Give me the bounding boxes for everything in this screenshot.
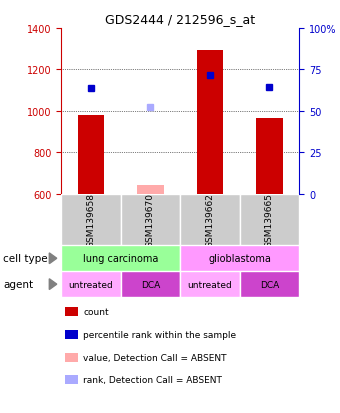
Bar	[137, 186, 164, 194]
Bar	[256, 119, 283, 194]
Bar	[197, 50, 223, 194]
FancyBboxPatch shape	[61, 272, 121, 297]
Title: GDS2444 / 212596_s_at: GDS2444 / 212596_s_at	[105, 13, 255, 26]
Text: percentile rank within the sample: percentile rank within the sample	[83, 330, 236, 339]
Text: rank, Detection Call = ABSENT: rank, Detection Call = ABSENT	[83, 375, 222, 385]
Text: DCA: DCA	[141, 280, 160, 289]
Text: cell type: cell type	[3, 254, 48, 263]
Text: count: count	[83, 307, 109, 316]
FancyBboxPatch shape	[121, 272, 180, 297]
Bar	[65, 353, 78, 362]
Bar	[65, 330, 78, 339]
Polygon shape	[49, 253, 57, 264]
FancyBboxPatch shape	[240, 194, 299, 246]
Text: GSM139658: GSM139658	[86, 192, 96, 247]
Text: value, Detection Call = ABSENT: value, Detection Call = ABSENT	[83, 353, 227, 362]
Bar	[65, 307, 78, 316]
FancyBboxPatch shape	[121, 194, 180, 246]
Text: untreated: untreated	[188, 280, 232, 289]
Text: untreated: untreated	[69, 280, 113, 289]
Polygon shape	[49, 279, 57, 290]
Text: GSM139662: GSM139662	[205, 192, 215, 247]
Text: DCA: DCA	[260, 280, 279, 289]
Bar	[65, 375, 78, 385]
Text: agent: agent	[3, 280, 34, 290]
FancyBboxPatch shape	[180, 194, 240, 246]
FancyBboxPatch shape	[61, 194, 121, 246]
Text: GSM139670: GSM139670	[146, 192, 155, 247]
FancyBboxPatch shape	[61, 246, 180, 272]
Text: glioblastoma: glioblastoma	[208, 254, 271, 263]
Text: GSM139665: GSM139665	[265, 192, 274, 247]
FancyBboxPatch shape	[180, 246, 299, 272]
FancyBboxPatch shape	[240, 272, 299, 297]
Bar	[78, 116, 104, 194]
FancyBboxPatch shape	[180, 272, 240, 297]
Text: lung carcinoma: lung carcinoma	[83, 254, 158, 263]
